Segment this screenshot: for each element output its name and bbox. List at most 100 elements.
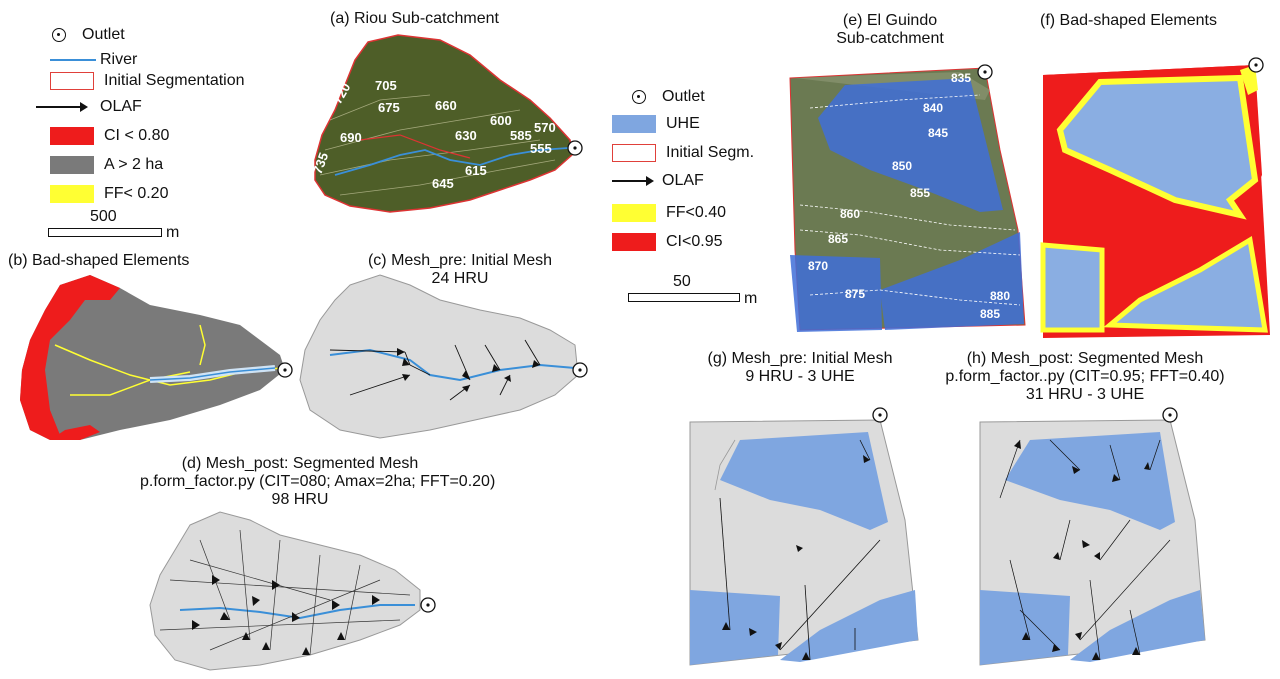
contour-570: 570 (534, 120, 556, 135)
panel-d-title-line2: p.form_factor.py (CIT=080; Amax=2ha; FFT… (140, 473, 496, 490)
panel-e-title: (e) El Guindo Sub-catchment (800, 12, 980, 48)
outlet-icon (977, 64, 993, 80)
contour-840: 840 (923, 101, 943, 115)
panel-g-title: (g) Mesh_pre: Initial Mesh 9 HRU - 3 UHE (670, 350, 930, 386)
contour-630: 630 (455, 128, 477, 143)
panel-f-title: (f) Bad-shaped Elements (1040, 12, 1217, 29)
legend-area: A > 2 ha (50, 154, 163, 176)
contour-615: 615 (465, 163, 487, 178)
panel-h-title-line2: p.form_factor..py (CIT=0.95; FFT=0.40) (945, 368, 1225, 385)
panel-c-title-line1: (c) Mesh_pre: Initial Mesh (367, 252, 553, 269)
scale-bar-value: 500 (90, 208, 117, 225)
contour-855: 855 (910, 186, 930, 200)
scale-bar-unit: m (166, 224, 180, 241)
outlet-icon (572, 362, 588, 378)
contour-885: 885 (980, 307, 1000, 321)
ci-right-swatch (612, 233, 656, 251)
contour-835: 835 (951, 71, 971, 85)
legend-initial-segmentation-label: Initial Segmentation (104, 72, 245, 89)
contour-735: 735 (310, 151, 332, 177)
legend-uhe: UHE (612, 113, 700, 135)
contour-880: 880 (990, 289, 1010, 303)
legend-river-label: River (100, 51, 138, 68)
contour-600: 600 (490, 113, 512, 128)
legend-ci-right-label: CI<0.95 (666, 233, 723, 250)
legend-ff-label: FF< 0.20 (104, 185, 169, 202)
arrow-icon (36, 102, 88, 112)
panel-a-title: (a) Riou Sub-catchment (330, 10, 499, 27)
legend-ci-label: CI < 0.80 (104, 127, 170, 144)
outlet-icon (277, 362, 293, 378)
legend-initial-segm: Initial Segm. (612, 142, 754, 164)
contour-705: 705 (375, 78, 397, 93)
arrow-icon (612, 176, 654, 186)
legend-ff-right: FF<0.40 (612, 202, 726, 224)
legend-olaf-right-label: OLAF (662, 172, 704, 189)
legend-river: River (50, 49, 137, 71)
area-swatch (50, 156, 94, 174)
legend-outlet-right-label: Outlet (662, 88, 705, 105)
panel-c-title-line2: 24 HRU (431, 270, 489, 287)
legend-initial-segmentation: Initial Segmentation (50, 70, 245, 92)
contour-690: 690 (340, 130, 362, 145)
panel-b-title: (b) Bad-shaped Elements (8, 252, 190, 269)
outlet-icon (420, 597, 436, 613)
contour-860: 860 (840, 207, 860, 221)
panel-e-title-line2: Sub-catchment (836, 30, 944, 47)
ff-right-swatch (612, 204, 656, 222)
legend-olaf-right: OLAF (612, 170, 704, 192)
legend-initial-segm-label: Initial Segm. (666, 144, 755, 161)
panel-d-title-line3: 98 HRU (271, 491, 329, 508)
contour-660: 660 (435, 98, 457, 113)
legend-ff: FF< 0.20 (50, 183, 168, 205)
contour-845: 845 (928, 126, 948, 140)
contour-555: 555 (530, 141, 552, 156)
legend-area-label: A > 2 ha (104, 156, 164, 173)
contour-870: 870 (808, 259, 828, 273)
panel-e-title-line1: (e) El Guindo (842, 12, 938, 29)
contour-865: 865 (828, 232, 848, 246)
contour-850: 850 (892, 159, 912, 173)
legend-ci-right: CI<0.95 (612, 231, 722, 253)
uhe-swatch (612, 115, 656, 133)
panel-g-title-line1: (g) Mesh_pre: Initial Mesh (707, 350, 893, 367)
panel-d-title-line1: (d) Mesh_post: Segmented Mesh (181, 455, 419, 472)
legend-uhe-label: UHE (666, 115, 700, 132)
scale-bar (48, 228, 162, 237)
panel-d-title: (d) Mesh_post: Segmented Mesh p.form_fac… (140, 455, 496, 509)
outlet-icon (567, 140, 583, 156)
panel-g-title-line2: 9 HRU - 3 UHE (745, 368, 855, 385)
contour-675: 675 (378, 100, 400, 115)
contour-645: 645 (432, 176, 454, 191)
panel-h-title-line1: (h) Mesh_post: Segmented Mesh (966, 350, 1204, 367)
scale-bar-right-unit: m (744, 290, 758, 307)
contour-875: 875 (845, 287, 865, 301)
legend-ci: CI < 0.80 (50, 125, 169, 147)
initial-segm-swatch (612, 144, 656, 162)
scale-bar-right (628, 293, 740, 302)
outlet-icon (1162, 407, 1178, 423)
initial-segmentation-swatch (50, 72, 94, 90)
legend-outlet: Outlet (40, 24, 125, 46)
legend-outlet-right: Outlet (620, 86, 705, 108)
panel-h-title: (h) Mesh_post: Segmented Mesh p.form_fac… (925, 350, 1245, 404)
legend-outlet-label: Outlet (82, 26, 125, 43)
outlet-icon (52, 28, 66, 42)
outlet-icon (1248, 57, 1264, 73)
contour-585: 585 (510, 128, 532, 143)
legend-olaf-label: OLAF (100, 98, 142, 115)
ci-swatch (50, 127, 94, 145)
legend-ff-right-label: FF<0.40 (666, 204, 727, 221)
river-line-icon (50, 59, 96, 61)
panel-c-title: (c) Mesh_pre: Initial Mesh 24 HRU (310, 252, 610, 288)
outlet-icon (872, 407, 888, 423)
ff-swatch (50, 185, 94, 203)
